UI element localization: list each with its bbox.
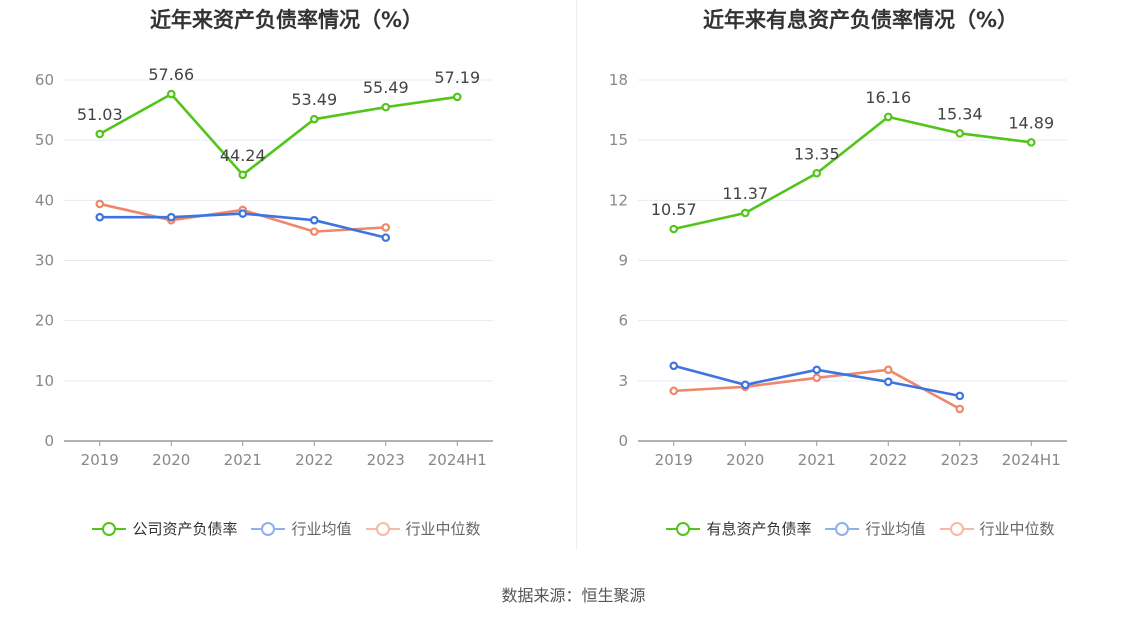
data-label: 51.03 (77, 105, 123, 124)
data-point (95, 129, 105, 139)
panel-divider (576, 0, 577, 550)
series-line (99, 92, 458, 177)
data-point (452, 92, 462, 102)
data-point (166, 212, 176, 222)
x-tick-label: 2023 (941, 451, 979, 469)
data-point (955, 391, 965, 401)
data-label: 10.57 (651, 200, 697, 219)
data-point (740, 380, 750, 390)
legend-marker-icon (939, 521, 974, 537)
legend-item-industry-median[interactable]: 行业中位数 (365, 518, 481, 539)
x-tick-label: 2019 (655, 451, 693, 469)
data-label: 53.49 (291, 90, 337, 109)
data-point (95, 212, 105, 222)
data-point (309, 227, 319, 236)
x-tick-label: 2020 (726, 451, 764, 469)
legend-label: 有息资产负债率 (706, 520, 812, 538)
chart-plot: 0 3 6 9 12 15 18 2019 2020 2021 2022 2023 2024H1 10.5… (609, 71, 1067, 469)
y-tick-label: 30 (35, 252, 54, 270)
legend-marker-icon (92, 521, 127, 537)
data-point (812, 168, 822, 178)
x-tick-label: 2021 (798, 451, 836, 469)
y-tick-label: 20 (35, 312, 54, 330)
legend-label: 行业均值 (291, 520, 352, 538)
y-tick-label: 40 (35, 191, 54, 209)
legend-marker-icon (666, 521, 701, 537)
x-tick-label: 2019 (81, 451, 119, 469)
data-label: 57.66 (148, 65, 194, 84)
data-label: 44.24 (220, 146, 266, 165)
data-point (95, 199, 105, 209)
data-label: 15.34 (937, 104, 983, 123)
data-point (309, 215, 319, 225)
data-point (955, 404, 965, 414)
chart-panel-interest-bearing: 近年来有息资产负债率情况（%） 0 3 6 9 12 15 18 2019 2020 2021 20… (574, 0, 1147, 550)
series-line (673, 115, 1032, 231)
y-tick-label: 9 (618, 252, 628, 270)
data-point (883, 365, 893, 375)
chart-panel-asset-liability: 近年来资产负债率情况（%） 0 10 20 30 40 50 60 2019 2020 2021 2… (0, 0, 573, 550)
legend-marker-icon (365, 521, 400, 537)
data-point (381, 102, 391, 112)
chart-legend: 公司资产负债率 行业均值 行业中位数 (0, 518, 573, 539)
data-point (955, 129, 965, 138)
y-tick-label: 18 (609, 71, 628, 89)
data-label: 11.37 (722, 184, 768, 203)
data-point (309, 114, 319, 124)
legend-label: 公司资产负债率 (132, 520, 238, 538)
data-point (238, 209, 248, 218)
y-tick-label: 60 (35, 71, 54, 89)
legend-label: 行业中位数 (405, 520, 481, 538)
legend-item-company[interactable]: 公司资产负债率 (92, 518, 237, 539)
y-tick-label: 0 (44, 432, 54, 450)
legend-label: 行业均值 (865, 520, 926, 538)
chart-title: 近年来有息资产负债率情况（%） (702, 8, 1019, 32)
legend-marker-icon (825, 521, 860, 537)
y-tick-label: 6 (618, 312, 628, 330)
legend-label: 行业中位数 (979, 520, 1055, 538)
data-point (238, 170, 248, 180)
data-label: 14.89 (1008, 113, 1054, 132)
x-tick-label: 2021 (224, 451, 262, 469)
chart-plot: 0 10 20 30 40 50 60 2019 2020 2021 2022 2023 2024H1 5… (35, 65, 493, 469)
x-tick-label: 2022 (295, 451, 333, 469)
legend-item-company[interactable]: 有息资产负债率 (666, 518, 811, 539)
data-point (740, 208, 750, 218)
y-tick-label: 10 (35, 372, 54, 390)
x-tick-label: 2024H1 (428, 451, 487, 469)
chart-legend: 有息资产负债率 行业均值 行业中位数 (574, 518, 1147, 539)
data-source-note: 数据来源：恒生聚源 (501, 586, 646, 605)
data-point (381, 233, 391, 242)
legend-item-industry-median[interactable]: 行业中位数 (939, 518, 1055, 539)
data-point (812, 373, 822, 383)
y-tick-label: 15 (609, 131, 628, 149)
data-point (669, 386, 679, 396)
x-tick-label: 2022 (869, 451, 907, 469)
data-label: 57.19 (434, 68, 480, 87)
data-point (669, 361, 679, 371)
x-tick-label: 2020 (152, 451, 190, 469)
x-tick-label: 2023 (367, 451, 405, 469)
data-point (883, 377, 893, 387)
y-tick-label: 0 (618, 432, 628, 450)
data-point (381, 223, 391, 232)
chart-title: 近年来资产负债率情况（%） (149, 8, 424, 32)
data-label: 55.49 (363, 78, 409, 97)
legend-marker-icon (251, 521, 286, 537)
y-tick-label: 50 (35, 131, 54, 149)
y-tick-label: 3 (618, 372, 628, 390)
data-point (1026, 138, 1036, 147)
legend-item-industry-mean[interactable]: 行业均值 (251, 518, 352, 539)
y-tick-label: 12 (609, 191, 628, 209)
data-point (812, 365, 822, 375)
data-label: 16.16 (865, 88, 911, 107)
data-point (669, 224, 679, 234)
legend-item-industry-mean[interactable]: 行业均值 (825, 518, 926, 539)
x-tick-label: 2024H1 (1002, 451, 1061, 469)
data-label: 13.35 (794, 144, 840, 163)
data-point (883, 112, 893, 122)
data-point (166, 89, 176, 99)
